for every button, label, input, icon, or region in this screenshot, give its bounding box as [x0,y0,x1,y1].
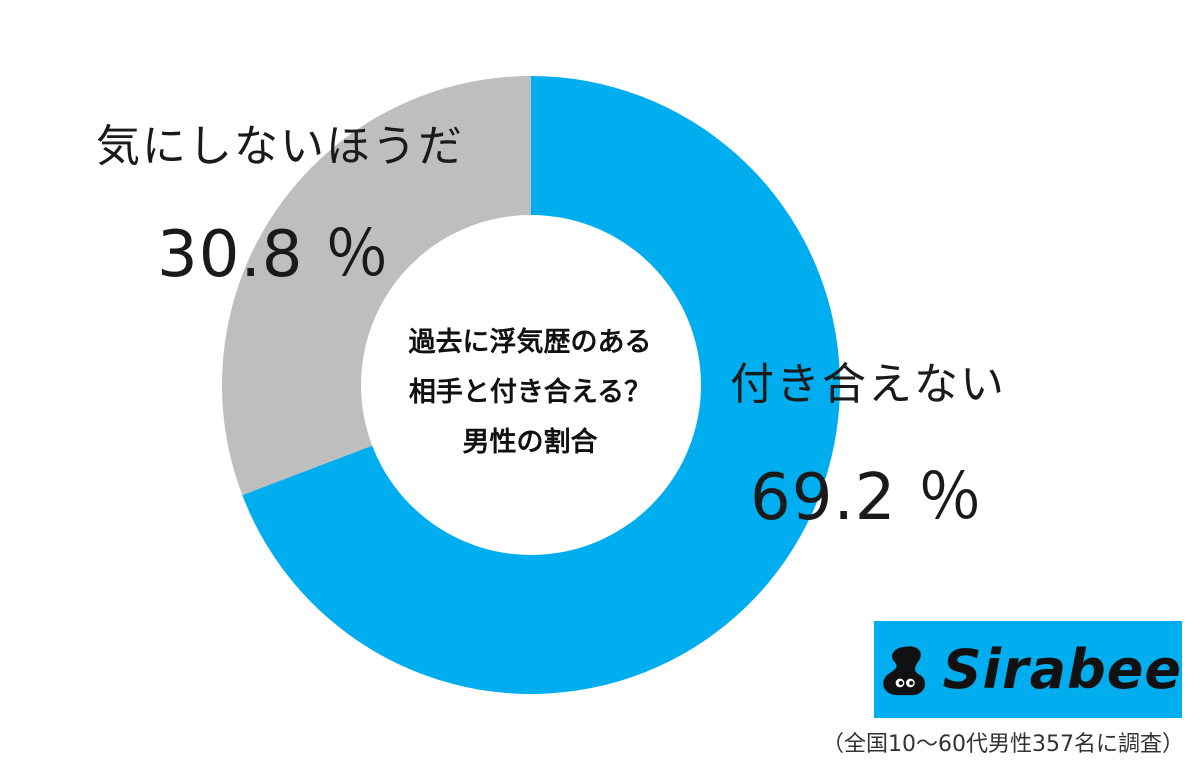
sirabee-logo: Sirabee [874,621,1182,718]
slice-value-blue: 69.2 ％ [750,461,983,535]
sirabee-mascot-icon [883,645,926,695]
chart-title-line-2: 相手と付き合える？ [408,377,652,408]
chart-title: 過去に浮気歴のある 相手と付き合える？ 男性の割合 [380,318,680,468]
slice-value-gray: 30.8 ％ [157,218,390,292]
sirabee-wordmark: Sirabee [942,638,1182,701]
chart-title-line-1: 過去に浮気歴のある [408,327,652,358]
slice-label-blue: 付き合えない [730,359,1006,410]
chart-title-line-3: 男性の割合 [462,427,598,458]
slice-label-gray: 気にしないほうだ [96,121,464,172]
survey-note: （全国10～60代男性357名に調査） [822,732,1184,757]
donut-slice-blue [242,76,840,694]
donut-slice-gray [222,76,531,496]
